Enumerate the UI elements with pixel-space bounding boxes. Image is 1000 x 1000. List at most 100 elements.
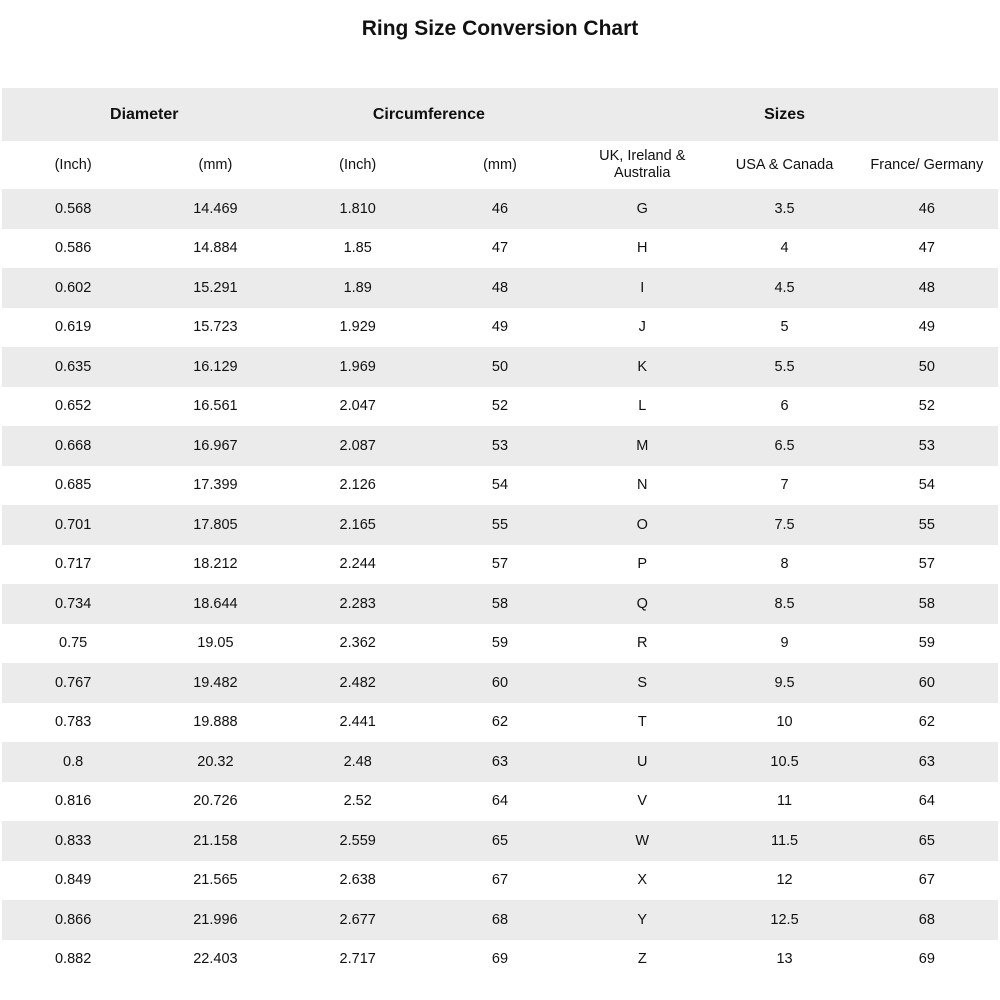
table-cell: 0.568 xyxy=(2,189,145,229)
column-header: (Inch) xyxy=(286,141,429,189)
table-cell: 19.05 xyxy=(197,635,234,652)
table-cell: 12.5 xyxy=(713,900,856,940)
column-header: USA & Canada xyxy=(713,141,856,189)
table-cell: 2.283 xyxy=(286,584,429,624)
table-cell: 20.32 xyxy=(144,742,287,782)
table-row: 0.568 14.469 1.810 46 G 3.5 46 xyxy=(2,189,998,229)
table-cell: 7.5 xyxy=(713,505,856,545)
table-cell: 15.291 xyxy=(144,268,287,308)
table-cell: 0.685 xyxy=(54,477,92,494)
table-row: 0.602 15.291 1.89 48 I 4.5 48 xyxy=(2,268,998,308)
table-cell: 7 xyxy=(780,477,789,494)
table-cell: 18.212 xyxy=(193,556,238,573)
table-cell: 60 xyxy=(428,663,572,703)
table-row: 0.767 19.482 2.482 60 S 9.5 60 xyxy=(2,663,998,703)
table-cell: 1.89 xyxy=(286,268,429,308)
table-cell: 0.866 xyxy=(2,900,145,940)
table-cell: 0.652 xyxy=(54,398,92,415)
table-cell: 47 xyxy=(918,240,935,257)
table-body: 0.568 14.469 1.810 46 G 3.5 46 0.586 14.884 1.85 4… xyxy=(2,189,998,979)
table-cell: 6 xyxy=(780,398,789,415)
table-cell: 59 xyxy=(918,635,935,652)
table-cell: 0.734 xyxy=(2,584,145,624)
table-row: 0.619 15.723 1.929 49 J 5 49 xyxy=(2,308,998,348)
table-row: 0.652 16.561 2.047 52 L 6 52 xyxy=(2,387,998,427)
table-row: 0.668 16.967 2.087 53 M 6.5 53 xyxy=(2,426,998,466)
table-cell: 18.644 xyxy=(144,584,287,624)
table-cell: 46 xyxy=(428,189,572,229)
table-row: 0.734 18.644 2.283 58 Q 8.5 58 xyxy=(2,584,998,624)
table-row: 0.816 20.726 2.52 64 V 11 64 xyxy=(2,782,998,822)
table-row: 0.783 19.888 2.441 62 T 10 62 xyxy=(2,703,998,743)
table-cell: 52 xyxy=(491,398,509,415)
table-cell: W xyxy=(571,821,714,861)
table-cell: 65 xyxy=(428,821,572,861)
table-row: 0.75 19.05 2.362 59 R 9 59 xyxy=(2,624,998,664)
table-cell: 68 xyxy=(428,900,572,940)
table-cell: 49 xyxy=(491,319,509,336)
column-header: UK, Ireland & Australia xyxy=(571,141,714,189)
table-row: 0.701 17.805 2.165 55 O 7.5 55 xyxy=(2,505,998,545)
table-cell: Q xyxy=(571,584,714,624)
table-cell: U xyxy=(571,742,714,782)
table-cell: K xyxy=(571,347,714,387)
table-cell: 11.5 xyxy=(713,821,856,861)
table-cell: 64 xyxy=(918,793,935,810)
table-cell: 62 xyxy=(491,714,509,731)
table-cell: 13 xyxy=(776,951,793,968)
table-cell: 49 xyxy=(918,319,935,336)
table-cell: 55 xyxy=(428,505,572,545)
table-row: 0.717 18.212 2.244 57 P 8 57 xyxy=(2,545,998,585)
table-cell: 60 xyxy=(855,663,998,703)
table-cell: 48 xyxy=(428,268,572,308)
table-cell: 48 xyxy=(855,268,998,308)
table-row: 0.833 21.158 2.559 65 W 11.5 65 xyxy=(2,821,998,861)
table-row: 0.8 20.32 2.48 63 U 10.5 63 xyxy=(2,742,998,782)
table-cell: 20.726 xyxy=(193,793,238,810)
table-cell: 0.668 xyxy=(2,426,145,466)
table-cell: 54 xyxy=(491,477,509,494)
table-row: 0.586 14.884 1.85 47 H 4 47 xyxy=(2,229,998,269)
table-cell: 9 xyxy=(780,635,789,652)
table-cell: 53 xyxy=(428,426,572,466)
table-cell: 10.5 xyxy=(713,742,856,782)
table-cell: 17.399 xyxy=(193,477,238,494)
table-row: 0.849 21.565 2.638 67 X 12 67 xyxy=(2,861,998,901)
table-cell: 63 xyxy=(428,742,572,782)
table-cell: 16.967 xyxy=(144,426,287,466)
group-header-circumference: Circumference xyxy=(286,88,572,141)
table-cell: 2.047 xyxy=(339,398,376,415)
table-row: 0.866 21.996 2.677 68 Y 12.5 68 xyxy=(2,900,998,940)
table-cell: 21.565 xyxy=(193,872,238,889)
table-cell: 2.48 xyxy=(286,742,429,782)
table-cell: 0.833 xyxy=(2,821,145,861)
table-cell: 14.469 xyxy=(144,189,287,229)
table-cell: 19.888 xyxy=(193,714,238,731)
table-cell: 0.882 xyxy=(54,951,92,968)
table-cell: 0.586 xyxy=(54,240,92,257)
table-cell: 8.5 xyxy=(713,584,856,624)
table-cell: L xyxy=(638,398,647,415)
table-cell: 57 xyxy=(491,556,509,573)
table-cell: 63 xyxy=(855,742,998,782)
table-cell: 16.129 xyxy=(144,347,287,387)
table-cell: 16.561 xyxy=(193,398,238,415)
table-cell: 2.441 xyxy=(339,714,376,731)
table-cell: 62 xyxy=(918,714,935,731)
table-cell: 21.158 xyxy=(144,821,287,861)
table-cell: Y xyxy=(571,900,714,940)
table-cell: 6.5 xyxy=(713,426,856,466)
table-cell: 59 xyxy=(491,635,509,652)
table-cell: 2.482 xyxy=(286,663,429,703)
table-cell: 12 xyxy=(776,872,793,889)
table-cell: 57 xyxy=(918,556,935,573)
table-cell: 69 xyxy=(918,951,935,968)
table-cell: 11 xyxy=(777,793,793,810)
table-cell: 5 xyxy=(780,319,789,336)
table-cell: 9.5 xyxy=(713,663,856,703)
table-cell: 19.482 xyxy=(144,663,287,703)
table-cell: 53 xyxy=(855,426,998,466)
table-cell: 47 xyxy=(491,240,509,257)
table-cell: 2.638 xyxy=(339,872,376,889)
table-cell: H xyxy=(637,240,648,257)
